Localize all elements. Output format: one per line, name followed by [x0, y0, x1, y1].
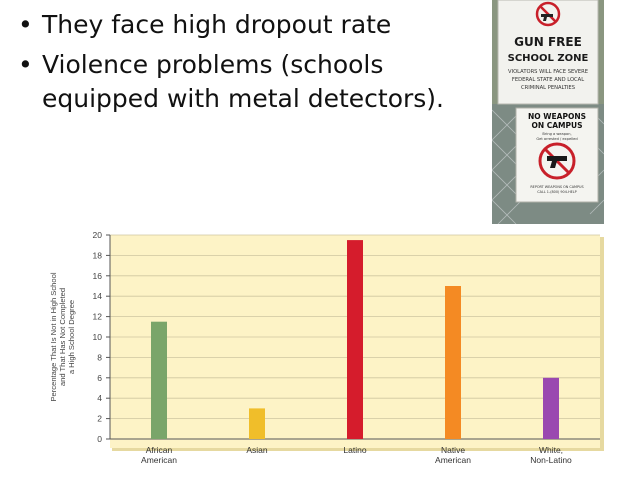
sign-subtitle: ON CAMPUS: [531, 121, 582, 130]
x-tick-label: Latino: [343, 445, 366, 455]
bullet-dot-icon: •: [18, 10, 33, 39]
bullet-text: They face high dropout rate: [42, 10, 392, 39]
bullet-list: • They face high dropout rate • Violence p…: [12, 8, 482, 122]
bar: [543, 377, 559, 439]
x-tick-labels: African American Asian Latino Native American…: [141, 445, 572, 465]
y-tick-label: 16: [93, 271, 103, 281]
sign-text: CRIMINAL PENALTIES: [521, 85, 575, 91]
no-gun-icon: [535, 1, 561, 27]
sign-text: Bring a weapon,: [542, 132, 571, 136]
sign-photo: GUN FREE SCHOOL ZONE VIOLATORS WILL FACE…: [492, 0, 604, 224]
x-tick-label: Asian: [246, 445, 268, 455]
sign-text: REPORT WEAPONS ON CAMPUS: [530, 185, 583, 189]
no-weapons-sign: [515, 107, 599, 203]
no-gun-icon: [538, 142, 576, 180]
x-tick-label: African American: [141, 445, 177, 465]
sign-text: Get arrested / expelled: [536, 137, 577, 141]
x-tick-label: Native American: [435, 445, 471, 465]
sign-text: FEDERAL STATE AND LOCAL: [512, 77, 584, 83]
sign-title: NO WEAPONS: [528, 112, 586, 121]
sign-text: VIOLATORS WILL FACE SEVERE: [508, 69, 588, 75]
y-tick-label: 4: [97, 393, 102, 403]
y-tick-label: 20: [93, 230, 103, 240]
bar: [347, 240, 363, 439]
bar: [249, 408, 265, 439]
y-tick-label: 2: [97, 414, 102, 424]
y-tick-label: 6: [97, 373, 102, 383]
y-axis-label: Percentage That Is Not in High Schooland…: [49, 272, 76, 401]
y-tick-label: 0: [97, 434, 102, 444]
bullet-dot-icon: •: [18, 50, 33, 79]
sign-title: GUN FREE: [514, 35, 582, 49]
y-tick-label: 14: [93, 291, 103, 301]
bar: [151, 321, 167, 439]
sign-photo-graphic: GUN FREE SCHOOL ZONE VIOLATORS WILL FACE…: [492, 0, 604, 224]
bullet-text: Violence problems (schools equipped with…: [42, 50, 444, 113]
y-tick-label: 10: [93, 332, 103, 342]
y-tick-label: 18: [93, 250, 103, 260]
sign-text: CALL 1-(800) 904-HELP: [537, 190, 576, 194]
bullet-item: • Violence problems (schools equipped wit…: [12, 48, 482, 116]
y-tick-label: 12: [93, 312, 103, 322]
sign-subtitle: SCHOOL ZONE: [508, 53, 589, 64]
gun-free-sign: [497, 0, 599, 105]
y-tick-label: 8: [97, 352, 102, 362]
x-tick-label: White, Non-Latino: [530, 445, 572, 465]
y-tick-labels: 0 2 4 6 8 10 12 14 16 18 20: [93, 230, 110, 444]
bar: [445, 286, 461, 439]
bullet-item: • They face high dropout rate: [12, 8, 482, 42]
bars: [151, 240, 559, 439]
dropout-chart: 0 2 4 6 8 10 12 14 16 18 20 African American Asian La…: [49, 230, 604, 465]
